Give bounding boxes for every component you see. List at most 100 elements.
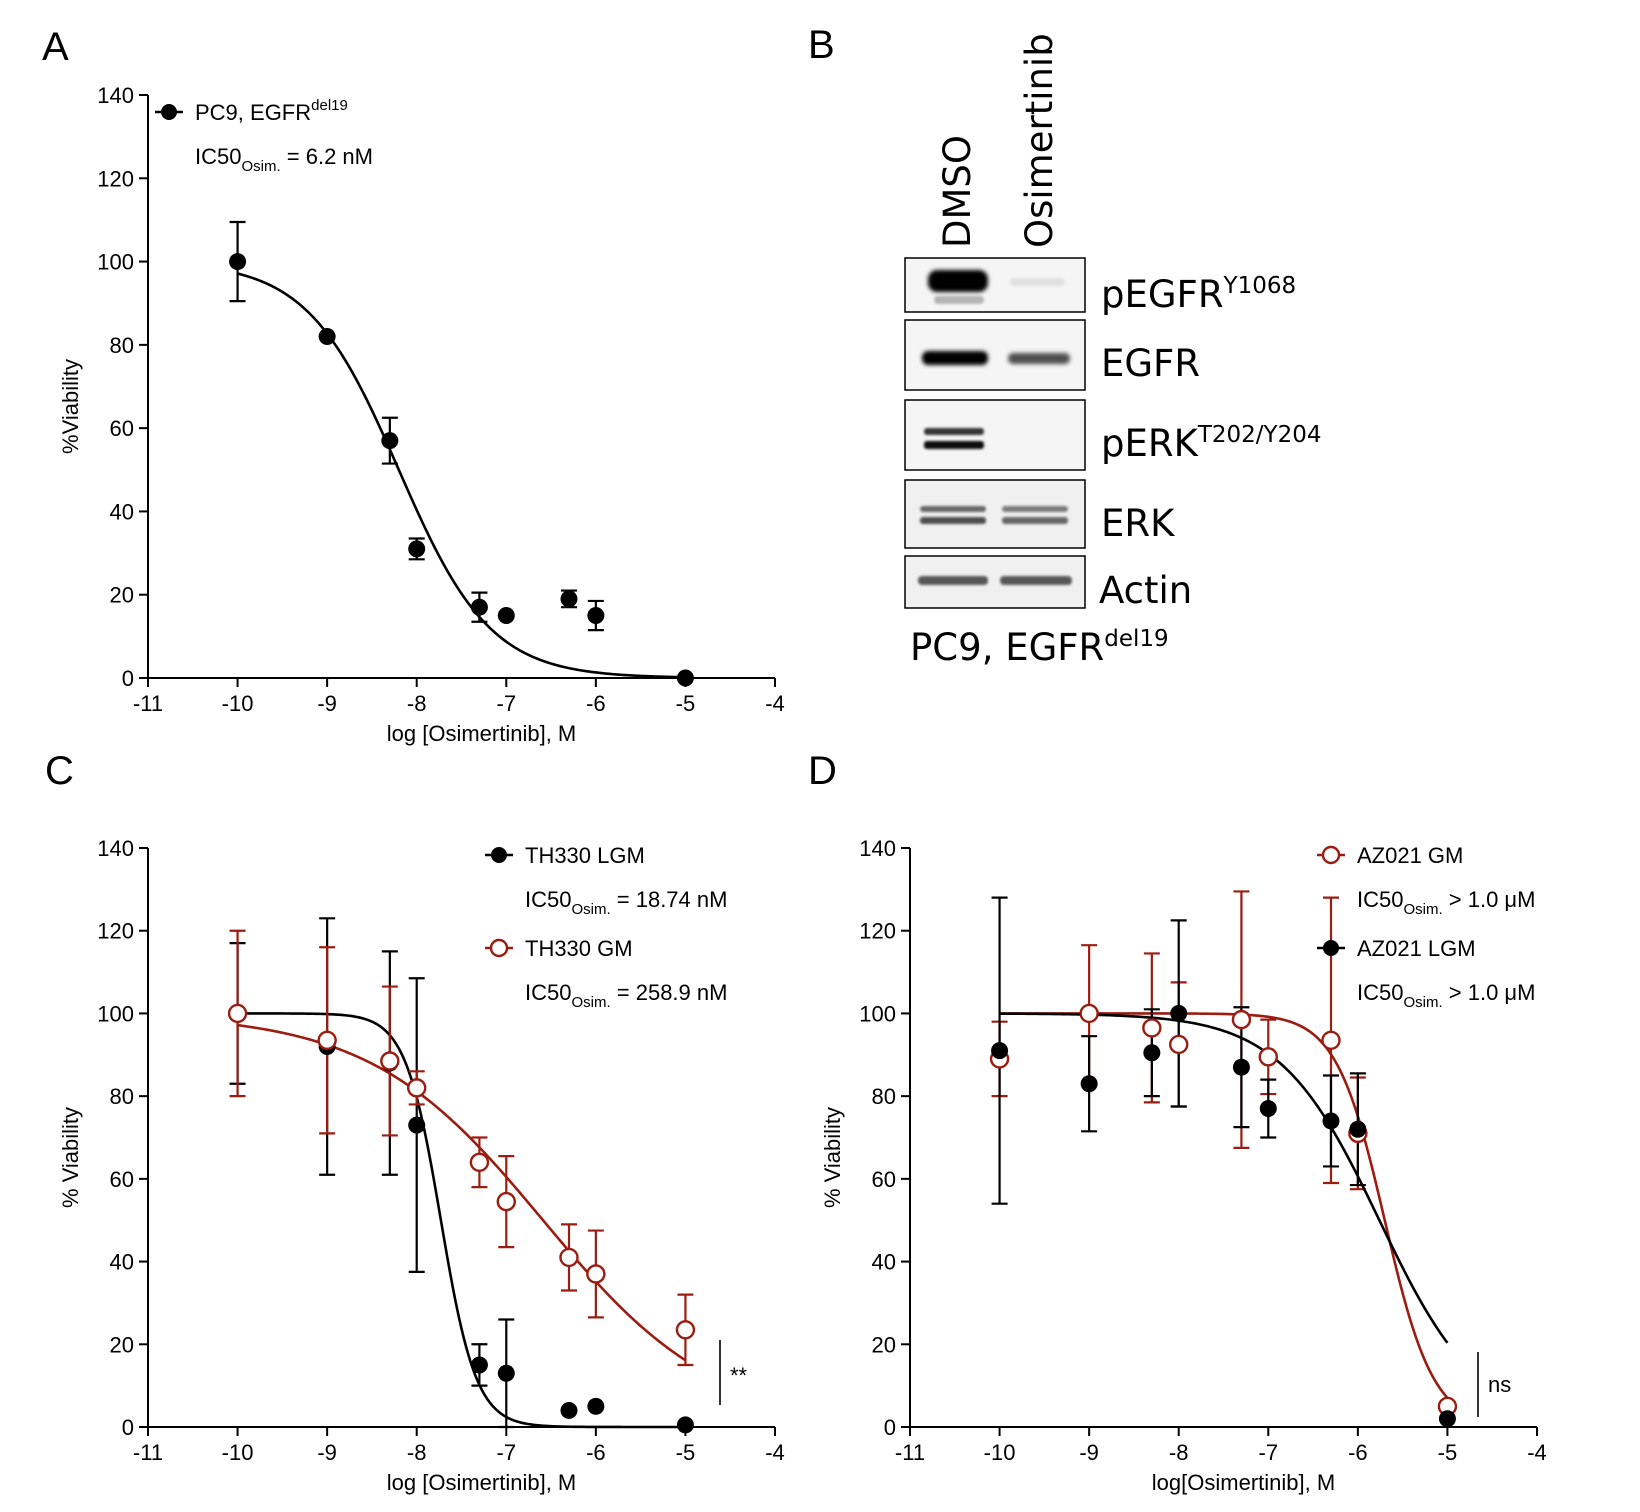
data-point — [560, 590, 578, 608]
band-pegfr-dmso — [928, 270, 988, 292]
data-point — [1232, 1058, 1250, 1076]
x-tick-label: -5 — [676, 1440, 696, 1465]
x-tick-label: -10 — [222, 1440, 254, 1465]
y-tick-label: 80 — [872, 1084, 896, 1109]
legend-marker — [491, 847, 507, 863]
data-point — [676, 1416, 694, 1434]
y-axis-label: % Viability — [820, 1107, 845, 1208]
data-point — [1322, 1112, 1340, 1130]
data-point — [676, 669, 694, 687]
data-point — [1143, 1044, 1161, 1062]
legend-series-name: TH330 LGM — [525, 843, 645, 868]
y-tick-label: 60 — [110, 416, 134, 441]
data-point — [380, 1051, 400, 1071]
legend-marker — [161, 104, 177, 120]
x-tick-label: -9 — [317, 1440, 337, 1465]
data-point — [496, 1191, 516, 1212]
legend-marker — [489, 938, 509, 958]
y-tick-label: 40 — [872, 1250, 896, 1275]
band-erk-osimertinib-lower — [1002, 517, 1068, 524]
x-tick-label: -9 — [317, 691, 337, 716]
x-tick-label: -10 — [984, 1440, 1016, 1465]
y-tick-label: 120 — [859, 919, 896, 944]
data-point — [1259, 1100, 1277, 1118]
legend-ic50: IC50Osim. = 6.2 nM — [195, 144, 373, 175]
data-point — [470, 1356, 488, 1374]
band-pegfr-dmso-lower — [934, 296, 984, 304]
data-point — [1080, 1075, 1098, 1093]
legend-series-name: AZ021 GM — [1357, 843, 1463, 868]
data-point — [1258, 1047, 1278, 1067]
x-tick-label: -5 — [676, 691, 696, 716]
y-tick-label: 80 — [110, 333, 134, 358]
data-point — [587, 607, 605, 625]
y-tick-label: 20 — [110, 583, 134, 608]
data-point — [229, 253, 247, 271]
legend-ic50: IC50Osim. > 1.0 μM — [1357, 980, 1535, 1011]
data-point — [1438, 1410, 1456, 1428]
data-point — [1349, 1120, 1367, 1138]
panel-label-a: A — [42, 25, 69, 69]
fit-curve-th330-lgm — [237, 1012, 686, 1429]
band-actin-dmso — [918, 576, 988, 585]
data-point — [497, 1364, 515, 1382]
fit-curve-th330-gm — [237, 1023, 687, 1362]
y-axis-label: % Viability — [58, 1107, 83, 1208]
y-tick-label: 20 — [872, 1332, 896, 1357]
panel-label-d: D — [808, 749, 837, 793]
x-axis-label: log [Osimertinib], M — [387, 721, 577, 746]
band-perk-dmso-upper — [924, 428, 984, 435]
data-point — [317, 1030, 337, 1051]
legend-ic50: IC50Osim. > 1.0 μM — [1357, 887, 1535, 918]
y-tick-label: 100 — [97, 250, 134, 275]
legend-series-name: AZ021 LGM — [1357, 936, 1476, 961]
significance-label: ** — [730, 1363, 748, 1388]
panel-label-b: B — [808, 23, 835, 67]
band-pegfr-osimertinib — [1010, 278, 1065, 286]
band-egfr-dmso — [922, 351, 988, 365]
data-point — [1231, 1009, 1252, 1030]
data-point — [381, 432, 399, 450]
y-tick-label: 140 — [859, 836, 896, 861]
data-point — [470, 598, 488, 616]
chart-panel-a: -11 -10 -9 -8 -7 -6 -5 -4 0 20 40 60 80 100 120 140 log … — [58, 83, 785, 746]
blot-label-pegfr: pEGFRY1068 — [1101, 273, 1296, 316]
data-point — [408, 1116, 426, 1134]
legend-ic50: IC50Osim. = 258.9 nM — [525, 980, 727, 1011]
y-tick-label: 140 — [97, 83, 134, 108]
x-tick-label: -6 — [586, 691, 606, 716]
y-tick-label: 40 — [110, 1250, 134, 1275]
y-tick-label: 0 — [884, 1415, 896, 1440]
x-tick-label: -6 — [586, 1440, 606, 1465]
fit-curve-az021-gm — [999, 1012, 1449, 1399]
lane-label-osimertinib: Osimertinib — [1018, 33, 1061, 248]
chart-panel-d: -11 -10 -9 -8 -7 -6 -5 -4 0 20 40 60 80 100 120 140 log[… — [820, 836, 1547, 1495]
western-blot: DMSO Osimertinib pEGFRY1068 EGFR pERKT20… — [904, 33, 1322, 669]
fit-curve-az021-lgm — [999, 1012, 1449, 1344]
y-tick-label: 0 — [122, 1415, 134, 1440]
blot-label-perk: pERKT202/Y204 — [1101, 422, 1322, 465]
legend-marker — [1321, 845, 1341, 865]
data-point — [497, 607, 515, 625]
data-point — [1321, 1030, 1341, 1051]
blot-label-actin: Actin — [1099, 569, 1192, 612]
data-point — [560, 1401, 578, 1419]
y-tick-label: 60 — [110, 1167, 134, 1192]
blot-panel-erk — [904, 479, 1086, 549]
x-axis-label: log [Osimertinib], M — [387, 1470, 577, 1495]
legend-ic50: IC50Osim. = 18.74 nM — [525, 887, 727, 918]
data-point — [408, 540, 426, 558]
x-tick-label: -7 — [497, 1440, 517, 1465]
x-tick-label: -11 — [133, 691, 163, 716]
panel-label-c: C — [45, 749, 74, 793]
chart-panel-c: -11 -10 -9 -8 -7 -6 -5 -4 0 20 40 60 80 100 120 140 log … — [58, 836, 785, 1495]
data-point — [1169, 1034, 1189, 1055]
band-egfr-osimertinib — [1008, 353, 1070, 364]
y-tick-label: 20 — [110, 1332, 134, 1357]
data-point — [675, 1320, 696, 1340]
x-tick-label: -7 — [1259, 1440, 1279, 1465]
y-axis-label: %Viability — [58, 359, 83, 454]
blot-label-egfr: EGFR — [1101, 342, 1200, 385]
data-point — [1142, 1018, 1162, 1038]
